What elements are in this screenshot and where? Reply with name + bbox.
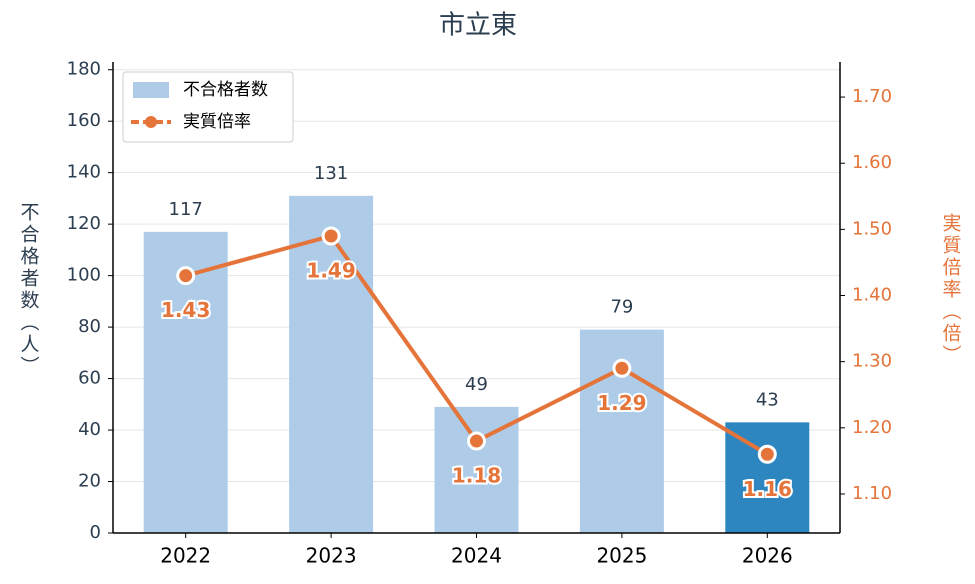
line-point [612,358,632,378]
y2-tick-label: 1.50 [852,218,892,239]
bar-value-label: 49 [465,374,488,395]
y-tick-label: 20 [78,471,101,492]
line-value-label: 1.49 [306,258,355,282]
bar-value-label: 117 [169,199,203,220]
y-tick-label: 100 [67,265,101,286]
y2-tick-label: 1.20 [852,417,892,438]
bar [289,195,374,533]
legend-label: 不合格者数 [183,80,268,100]
y2-tick-label: 1.30 [852,351,892,372]
y-tick-label: 0 [90,522,101,543]
bar-value-label: 43 [756,389,779,410]
y2-tick-label: 1.60 [852,152,892,173]
y-tick-label: 140 [67,162,101,183]
y-tick-label: 160 [67,110,101,131]
bar [725,422,810,533]
line-point [176,266,196,286]
line-value-label: 1.43 [161,298,210,322]
y-tick-label: 60 [78,368,101,389]
y-tick-label: 80 [78,316,101,337]
chart-title: 市立東 [439,11,517,41]
y-tick-label: 40 [78,419,101,440]
y2-tick-label: 1.40 [852,285,892,306]
y-tick-label: 180 [67,59,101,80]
line-point [321,226,341,246]
bar-value-label: 131 [314,163,348,184]
y2-tick-label: 1.70 [852,86,892,107]
y-tick-label: 120 [67,213,101,234]
line-value-label: 1.29 [597,391,646,415]
y2-tick-label: 1.10 [852,483,892,504]
x-tick-label: 2024 [451,544,502,568]
line-point [467,431,486,451]
bar-value-label: 79 [610,297,633,318]
line-value-label: 1.18 [452,464,501,488]
y-axis-label: 不合格者数（人） [18,202,40,378]
y2-axis-label: 実質倍率（倍） [940,213,962,367]
legend-label: 実質倍率 [183,112,251,132]
x-tick-label: 2023 [306,544,357,568]
line-value-label: 1.16 [743,477,792,501]
x-tick-label: 2025 [596,544,647,568]
x-tick-label: 2026 [742,544,793,568]
x-tick-label: 2022 [160,544,211,568]
legend-swatch [133,82,169,98]
legend-swatch [145,116,157,128]
line-point [757,444,777,464]
